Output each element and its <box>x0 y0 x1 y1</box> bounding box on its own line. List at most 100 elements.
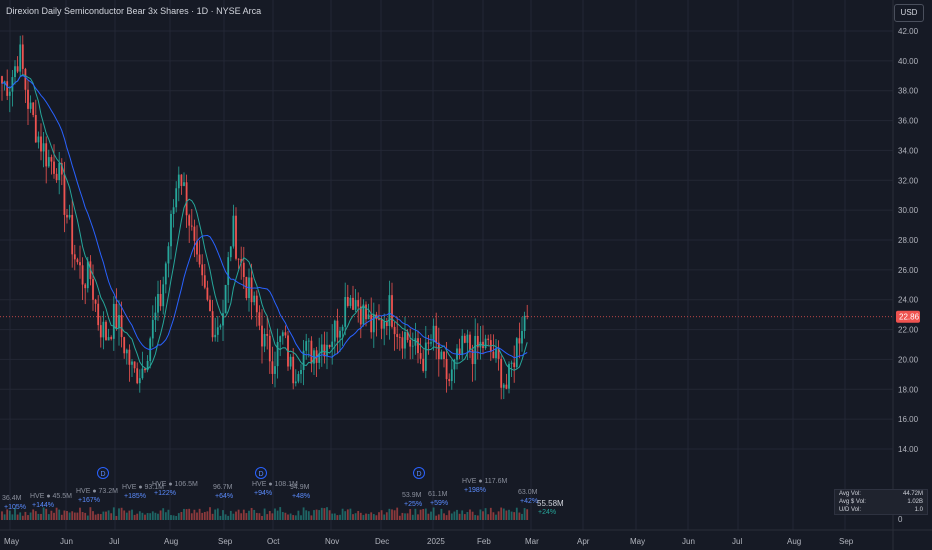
x-tick-label: Sep <box>839 537 854 546</box>
volume-annotation: HVE ● 106.5M <box>152 481 198 488</box>
volume-annotation-pct: +185% <box>124 493 146 500</box>
candle-body <box>180 174 183 186</box>
volume-bar <box>172 515 175 520</box>
volume-bar <box>326 507 328 520</box>
candle-body <box>458 348 461 356</box>
volume-annotation: HVE ● 117.6M <box>462 478 508 485</box>
volume-bar <box>310 515 313 520</box>
volume-bar <box>180 512 183 520</box>
volume-bar <box>341 508 344 520</box>
volume-bar <box>94 514 97 520</box>
volume-bar <box>229 510 232 520</box>
candle-body <box>250 277 253 303</box>
volume-bar <box>362 514 365 520</box>
volume-bar <box>110 513 113 520</box>
candle-body <box>349 297 352 306</box>
candle-body <box>492 351 495 359</box>
candle-body <box>318 353 321 363</box>
volume-bar <box>146 513 149 520</box>
volume-bar <box>1 511 3 520</box>
volume-bar <box>469 509 471 520</box>
candle-body <box>198 254 201 265</box>
candle-body <box>1 76 3 84</box>
volume-annotation: HVE ● 108.1M <box>252 481 298 488</box>
volume-bar <box>372 514 375 520</box>
candle-body <box>76 259 79 263</box>
candle-body <box>352 297 354 310</box>
x-tick-label: Aug <box>164 537 178 546</box>
volume-annotation-pct: +48% <box>292 493 310 500</box>
volume-bar <box>66 510 68 520</box>
candle-body <box>102 321 105 338</box>
volume-bar <box>50 510 53 520</box>
last-price-tag <box>896 310 920 323</box>
volume-bar <box>68 512 71 520</box>
volume-bar <box>248 510 250 520</box>
volume-bar <box>435 515 438 520</box>
volume-annotation-pct: +59% <box>430 500 448 507</box>
volume-bar <box>305 510 308 520</box>
candle-body <box>242 262 245 278</box>
volume-bar <box>201 512 204 520</box>
volume-change: +24% <box>538 509 557 516</box>
candle-body <box>398 336 401 338</box>
candle-body <box>37 136 40 143</box>
volume-bar <box>474 514 477 520</box>
candle-body <box>24 68 27 90</box>
y-tick-label: 30.00 <box>898 206 919 215</box>
dividend-marker-label: D <box>259 471 264 478</box>
volume-bar <box>385 512 388 520</box>
candle-body <box>404 332 406 349</box>
volume-bar <box>203 511 206 520</box>
candle-body <box>344 297 347 327</box>
stat-label: Avg $ Vol: <box>839 499 866 505</box>
candle-body <box>466 334 469 343</box>
volume-bar <box>419 509 422 520</box>
volume-bar <box>219 515 222 520</box>
volume-bar <box>456 509 458 520</box>
candle-body <box>206 287 209 300</box>
currency-button[interactable]: USD <box>894 4 924 22</box>
candle-body <box>235 215 237 259</box>
volume-bar <box>92 511 94 520</box>
volume-bar <box>476 515 479 520</box>
candle-body <box>513 362 516 368</box>
volume-bar <box>177 513 180 520</box>
candle-body <box>279 336 282 342</box>
volume-bar <box>16 514 19 520</box>
candle-body <box>94 299 97 304</box>
volume-bar <box>21 515 24 520</box>
x-tick-label: May <box>630 537 645 546</box>
candle-body <box>300 370 302 375</box>
volume-bar <box>432 507 435 520</box>
volume-bar <box>482 511 484 520</box>
volume-bar <box>71 511 74 520</box>
volume-bar <box>526 509 529 520</box>
volume-bar <box>328 510 331 520</box>
volume-bar <box>84 512 87 520</box>
volume-bar <box>107 510 110 520</box>
volume-bar <box>505 510 508 520</box>
candle-body <box>222 313 224 326</box>
candle-body <box>190 225 193 227</box>
volume-bar <box>495 514 497 520</box>
volume-bar <box>502 508 505 520</box>
candle-body <box>320 344 323 354</box>
candle-body <box>167 246 170 264</box>
volume-bar <box>89 507 92 520</box>
volume-annotation: 36.4M <box>2 495 22 502</box>
volume-bar <box>198 508 201 520</box>
volume-bar <box>40 513 42 520</box>
volume-bar <box>346 509 349 520</box>
candle-body <box>237 258 240 260</box>
volume-annotation-pct: +64% <box>215 493 233 500</box>
volume-bar <box>131 509 133 520</box>
volume-annotation-pct: +25% <box>404 501 422 508</box>
candle-body <box>58 163 61 181</box>
candle-body <box>45 143 48 167</box>
volume-bar <box>206 511 209 520</box>
x-tick-label: 2025 <box>427 537 445 546</box>
candle-body <box>302 350 305 371</box>
candle-body <box>297 374 300 382</box>
